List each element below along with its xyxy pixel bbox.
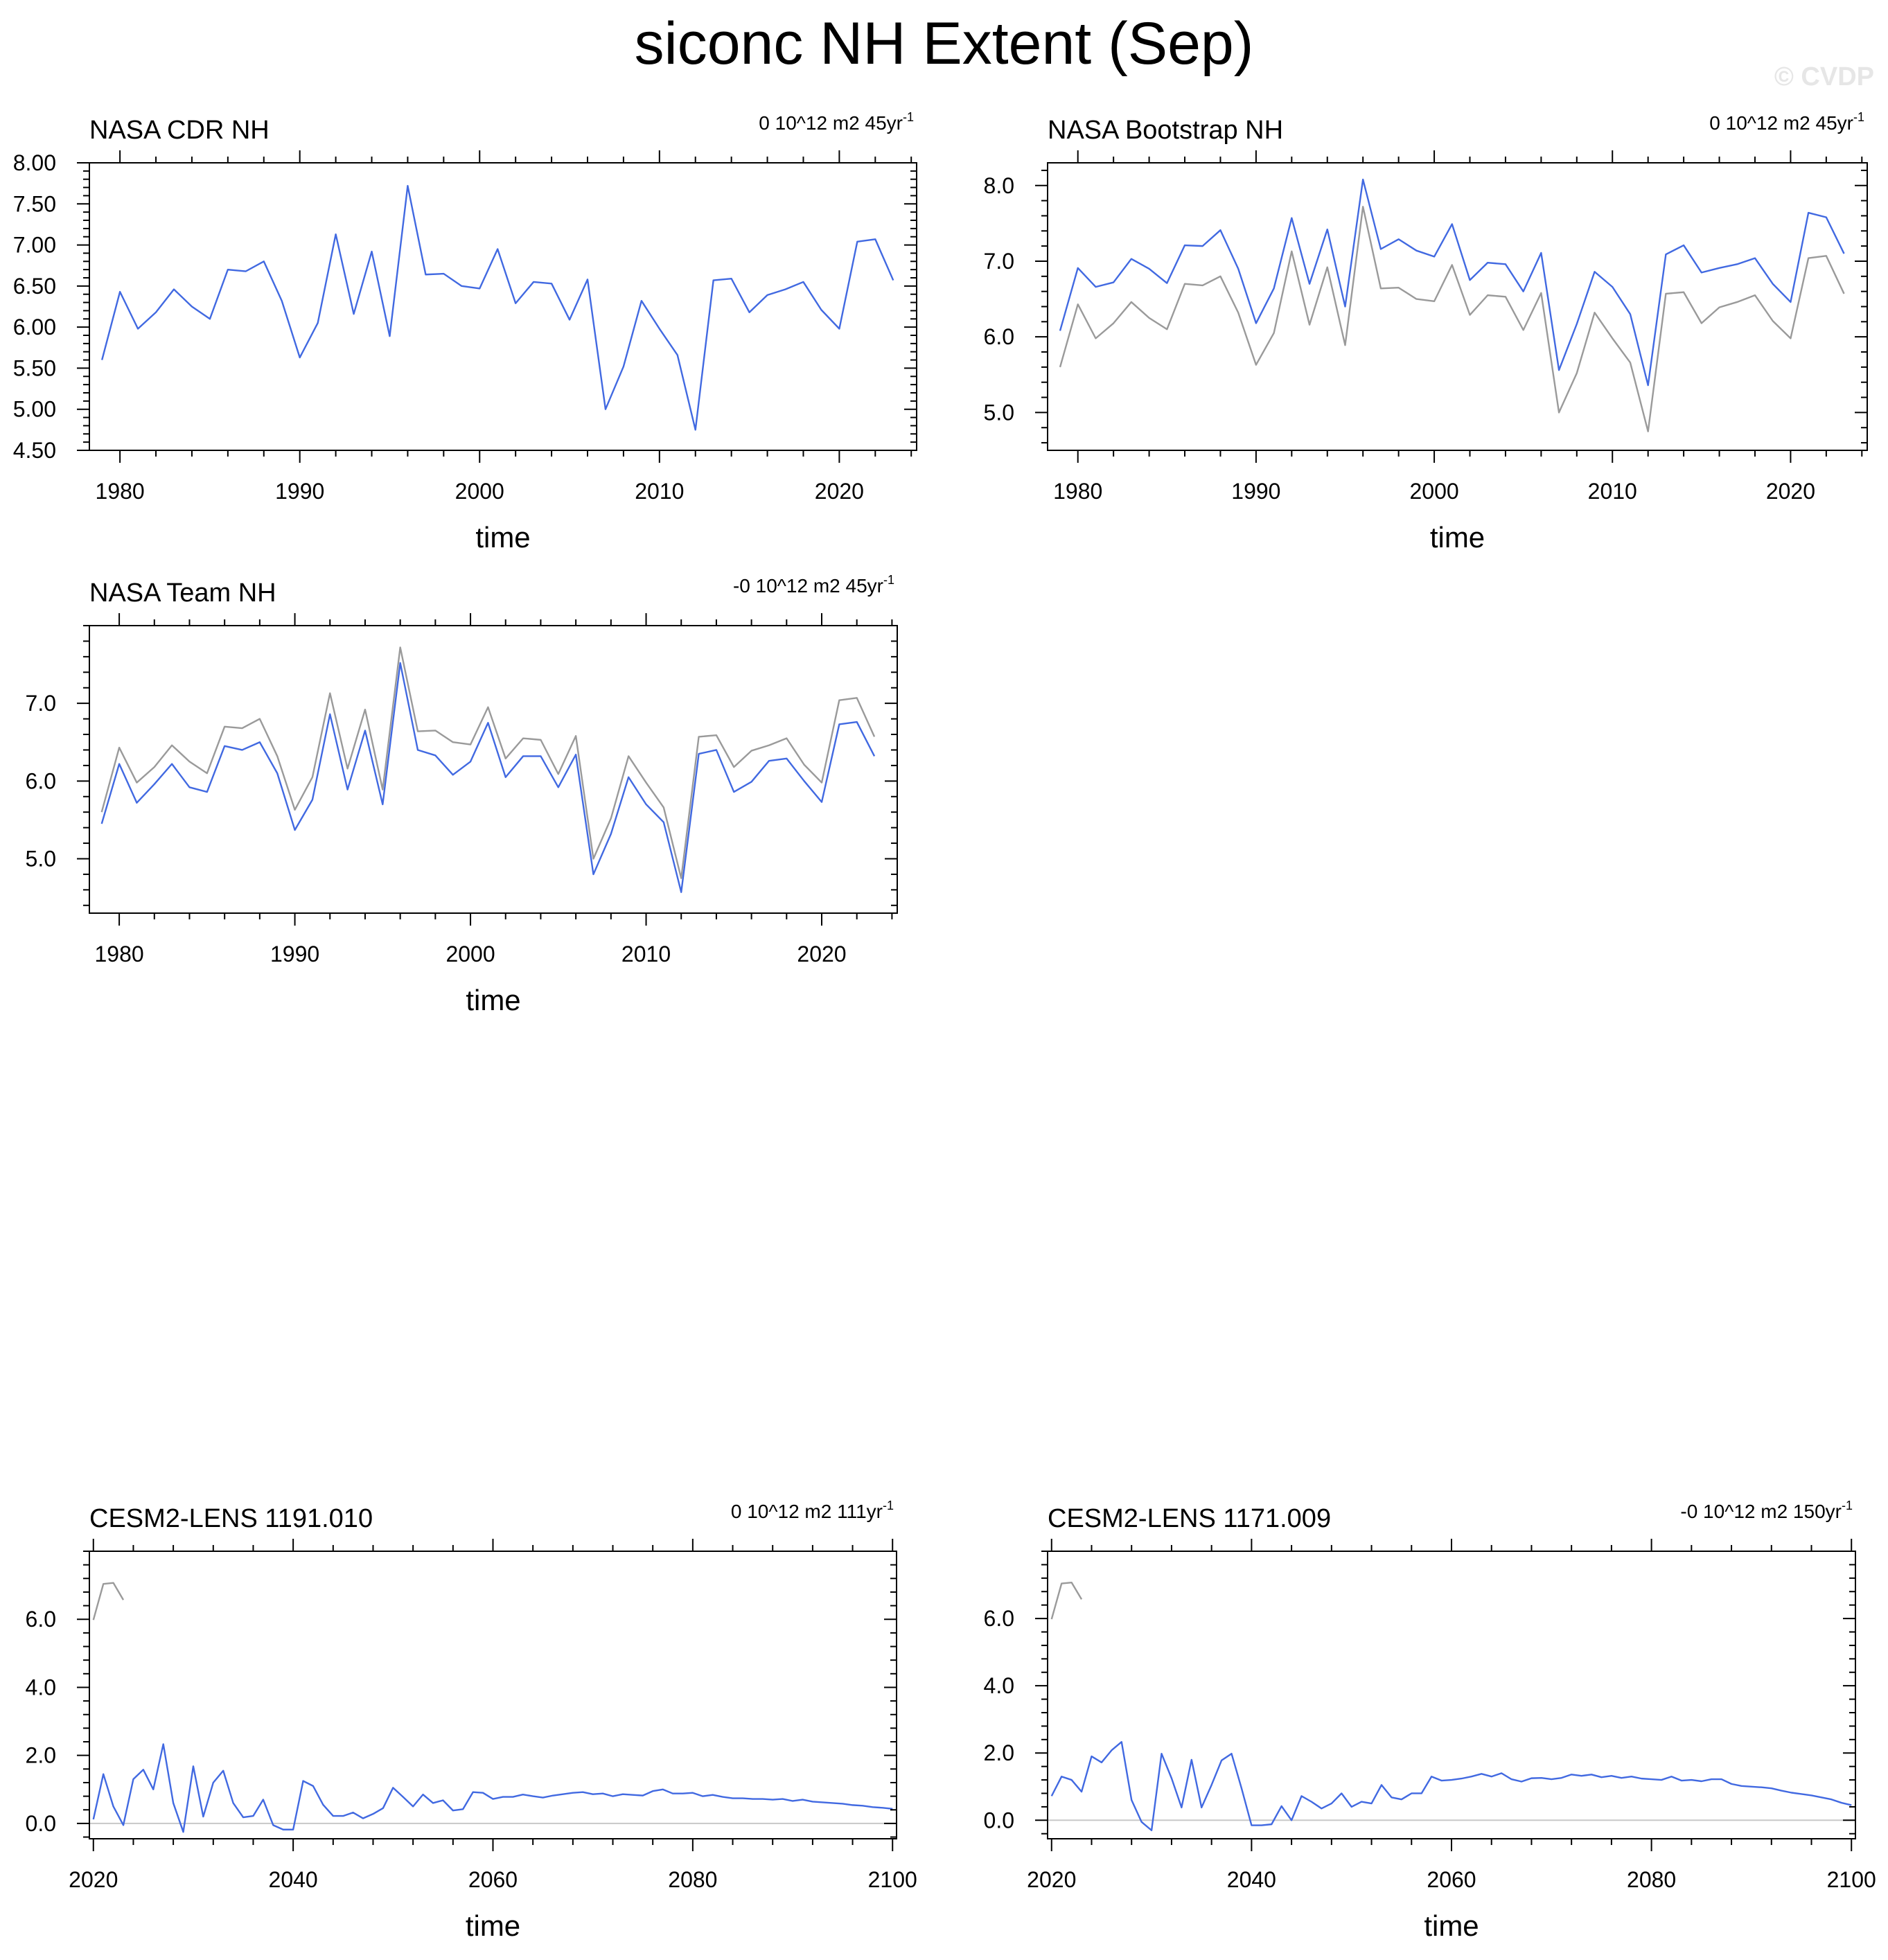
y-tick-label: 5.0 xyxy=(984,400,1014,425)
chart-panel-1: 1980 1990 2000 2010 2020 4.50 5.00 5.50 6.00 6.50… xyxy=(13,110,917,554)
y-tick-label: 6.0 xyxy=(984,1606,1014,1631)
chart-panel-3: 1980 1990 2000 2010 2020 5.0 6.0 7.0 NASA Team N… xyxy=(26,573,898,1016)
chart-panel-2: 1980 1990 2000 2010 2020 5.0 6.0 7.0 8.0 NASA Boo… xyxy=(984,110,1868,554)
trend-value: 0 10^12 m2 111yr xyxy=(731,1501,883,1522)
x-tick-label: 1990 xyxy=(270,942,319,966)
y-tick-label: 5.0 xyxy=(26,846,56,871)
x-tick-label: 2000 xyxy=(445,942,495,966)
y-tick-label: 4.0 xyxy=(984,1673,1014,1698)
trend-exponent: -1 xyxy=(883,573,894,587)
x-axis-label: time xyxy=(466,984,520,1016)
x-tick-label: 2010 xyxy=(1588,479,1637,504)
y-tick-label: 0.0 xyxy=(26,1811,56,1836)
series-line-observed xyxy=(1059,206,1845,432)
trend-value: 0 10^12 m2 45yr xyxy=(759,112,903,134)
trend-label: 0 10^12 m2 111yr-1 xyxy=(731,1499,894,1522)
plot-frame xyxy=(89,162,917,451)
x-tick-label: 2040 xyxy=(1227,1867,1276,1892)
x-axis-label: time xyxy=(1430,521,1485,554)
watermark-text: © CVDP xyxy=(1774,62,1874,91)
series-line-observed xyxy=(1050,1581,1083,1620)
trend-value: -0 10^12 m2 150yr xyxy=(1680,1501,1842,1522)
y-tick-label: 4.50 xyxy=(13,438,56,463)
x-tick-label: 2040 xyxy=(269,1867,318,1892)
plot-frame xyxy=(1047,162,1868,451)
y-tick-label: 2.0 xyxy=(26,1743,56,1768)
y-tick-label: 4.0 xyxy=(26,1675,56,1699)
y-tick-label: 8.00 xyxy=(13,150,56,175)
trend-label: -0 10^12 m2 45yr-1 xyxy=(733,573,894,597)
panel-title: NASA CDR NH xyxy=(89,116,270,145)
x-tick-label: 2060 xyxy=(468,1867,518,1892)
y-tick-label: 0.0 xyxy=(984,1808,1014,1833)
x-tick-label: 1990 xyxy=(275,479,324,504)
y-tick-label: 7.0 xyxy=(984,249,1014,274)
trend-exponent: -1 xyxy=(1853,110,1864,124)
y-tick-label: 6.0 xyxy=(26,1607,56,1632)
x-tick-label: 1980 xyxy=(1053,479,1102,504)
y-tick-label: 6.50 xyxy=(13,274,56,299)
series-line-observed xyxy=(100,646,876,879)
series-line-model xyxy=(92,1743,893,1833)
trend-label: -0 10^12 m2 150yr-1 xyxy=(1680,1499,1853,1522)
x-tick-label: 2010 xyxy=(635,479,684,504)
plot-frame xyxy=(89,625,898,914)
x-tick-label: 2020 xyxy=(69,1867,118,1892)
y-tick-label: 7.0 xyxy=(26,691,56,716)
y-tick-label: 6.0 xyxy=(984,324,1014,349)
y-tick-label: 2.0 xyxy=(984,1740,1014,1765)
panel-title: CESM2-LENS 1191.010 xyxy=(89,1504,373,1533)
y-tick-label: 6.00 xyxy=(13,315,56,339)
x-tick-label: 2100 xyxy=(868,1867,917,1892)
x-tick-label: 1980 xyxy=(94,942,143,966)
x-tick-label: 2000 xyxy=(455,479,504,504)
page-title: siconc NH Extent (Sep) xyxy=(634,10,1254,77)
panel-title: NASA Team NH xyxy=(89,579,276,608)
x-tick-label: 2010 xyxy=(621,942,671,966)
y-tick-label: 5.50 xyxy=(13,355,56,380)
plot-frame xyxy=(89,1551,897,1839)
y-tick-label: 7.50 xyxy=(13,191,56,216)
x-tick-label: 2060 xyxy=(1427,1867,1476,1892)
x-tick-label: 2020 xyxy=(1027,1867,1076,1892)
x-axis-label: time xyxy=(466,1909,520,1942)
x-tick-label: 2020 xyxy=(1766,479,1815,504)
x-tick-label: 2020 xyxy=(797,942,846,966)
x-tick-label: 2080 xyxy=(1627,1867,1676,1892)
series-line-model xyxy=(1059,178,1845,387)
y-tick-label: 8.0 xyxy=(984,173,1014,198)
chart-panel-4: 2020 2040 2060 2080 2100 0.0 2.0 4.0 6.0 CESM2-LE… xyxy=(26,1499,917,1942)
trend-value: 0 10^12 m2 45yr xyxy=(1709,112,1853,134)
y-tick-label: 7.00 xyxy=(13,233,56,258)
x-tick-label: 1990 xyxy=(1231,479,1280,504)
x-axis-label: time xyxy=(1424,1909,1479,1942)
trend-exponent: -1 xyxy=(883,1499,894,1512)
series-line-observed xyxy=(92,1582,125,1621)
trend-exponent: -1 xyxy=(903,110,914,124)
plot-frame xyxy=(1047,1551,1856,1839)
trend-label: 0 10^12 m2 45yr-1 xyxy=(759,110,914,134)
y-tick-label: 5.00 xyxy=(13,397,56,422)
x-tick-label: 2000 xyxy=(1409,479,1458,504)
series-line-model xyxy=(100,662,876,893)
trend-exponent: -1 xyxy=(1842,1499,1853,1512)
series-line-model xyxy=(101,185,894,431)
trend-value: -0 10^12 m2 45yr xyxy=(733,575,883,597)
x-tick-label: 2080 xyxy=(668,1867,717,1892)
y-tick-label: 6.0 xyxy=(26,768,56,793)
series-line-model xyxy=(1050,1741,1852,1832)
x-tick-label: 2020 xyxy=(815,479,864,504)
panel-title: CESM2-LENS 1171.009 xyxy=(1048,1504,1331,1533)
x-axis-label: time xyxy=(475,521,530,554)
panel-title: NASA Bootstrap NH xyxy=(1048,116,1283,145)
x-tick-label: 1980 xyxy=(96,479,145,504)
x-tick-label: 2100 xyxy=(1827,1867,1876,1892)
trend-label: 0 10^12 m2 45yr-1 xyxy=(1709,110,1864,134)
chart-panel-5: 2020 2040 2060 2080 2100 0.0 2.0 4.0 6.0 CESM2-LE… xyxy=(984,1499,1876,1942)
